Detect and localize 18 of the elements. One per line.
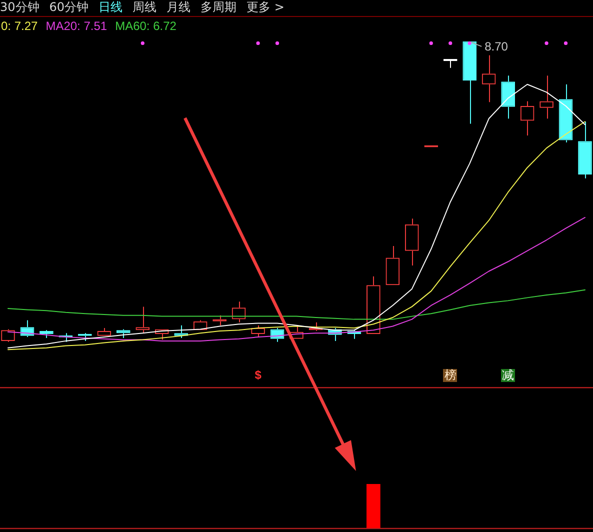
text: $ [254,368,262,382]
candlestick [558,84,573,143]
candlestick [443,59,458,68]
text: MA20: 7.51 [46,19,108,33]
text: 30分钟 [0,0,40,16]
text: 减 [501,368,516,382]
text: 周线 [132,0,157,16]
text: 更多 > [246,0,284,16]
text: MA60: 6.72 [115,19,176,33]
text: 月线 [166,0,191,16]
candlestick [578,121,592,179]
candlestick [501,75,515,120]
annotation: 8.70 [484,40,508,54]
text: 榜 [443,368,458,382]
text: 日线 [98,0,123,16]
text: 多周期 [200,0,237,16]
text: 60分钟 [49,0,89,16]
text: 0: 7.27 [1,19,38,33]
